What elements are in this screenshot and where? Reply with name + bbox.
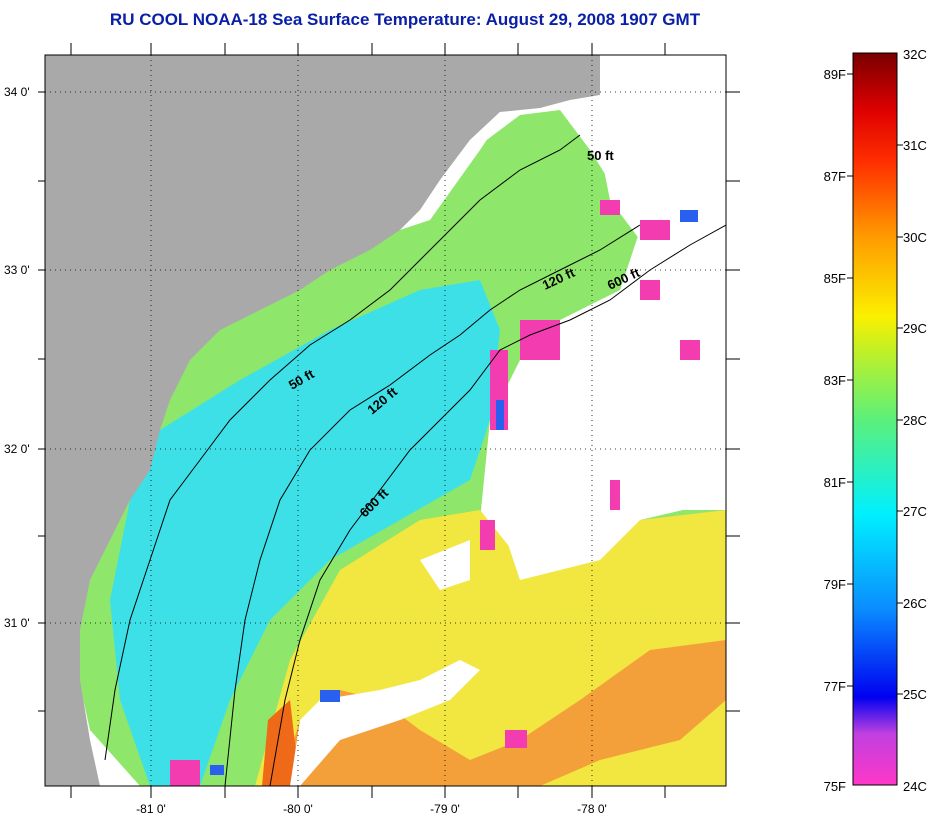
land-coast-white [400, 112, 500, 230]
blue-patches [210, 210, 698, 775]
cb-f-85: 85F [824, 271, 846, 286]
cb-c-29: 29C [903, 321, 927, 336]
cb-f-89: 89F [824, 67, 846, 82]
lon-label-80: -80 0' [283, 802, 313, 816]
cb-f-83: 83F [824, 373, 846, 388]
cb-c-31: 31C [903, 138, 927, 153]
water-hot [280, 640, 726, 786]
lat-label-34: 34 0' [4, 85, 30, 99]
cb-c-25: 25C [903, 687, 927, 702]
map-title: RU COOL NOAA-18 Sea Surface Temperature:… [109, 10, 701, 29]
cb-f-79: 79F [824, 577, 846, 592]
lon-label-79: -79 0' [430, 802, 460, 816]
lat-label-33: 33 0' [4, 263, 30, 277]
colorbar-gradient [852, 52, 898, 786]
cloud-south [290, 660, 480, 786]
cb-c-27: 27C [903, 504, 927, 519]
map-area: 50 ft 120 ft 600 ft 50 ft 120 ft 600 ft [45, 55, 726, 786]
cb-c-24: 24C [903, 779, 927, 794]
cb-f-81: 81F [824, 475, 846, 490]
lat-label-32: 32 0' [4, 442, 30, 456]
cb-c-30: 30C [903, 230, 927, 245]
cb-f-87: 87F [824, 169, 846, 184]
contour-label-50-north: 50 ft [587, 148, 614, 163]
contour-50ft [104, 134, 581, 761]
lat-label-31: 31 0' [4, 616, 30, 630]
axis-ticks [38, 43, 740, 798]
water-cool [110, 280, 500, 786]
contour-120ft [224, 224, 641, 786]
land-mainland [45, 55, 600, 786]
contour-600ft [269, 224, 726, 786]
lon-label-81: -81 0' [136, 802, 166, 816]
cb-f-75: 75F [824, 779, 846, 794]
cloud-east [500, 300, 726, 580]
cloud-northeast [600, 55, 726, 240]
cb-c-26: 26C [903, 596, 927, 611]
cb-c-32: 32C [903, 47, 927, 62]
graticule [45, 55, 726, 786]
cb-f-77: 77F [824, 679, 846, 694]
cb-c-28: 28C [903, 413, 927, 428]
colorbar: 32C 31C 30C 29C 28C 27C 26C 25C 24C 89F … [824, 47, 927, 794]
map-frame [44, 54, 727, 787]
colorbar-ticks [847, 73, 903, 695]
lon-label-78: -78 0' [577, 802, 607, 816]
water-hot-band [262, 700, 300, 786]
